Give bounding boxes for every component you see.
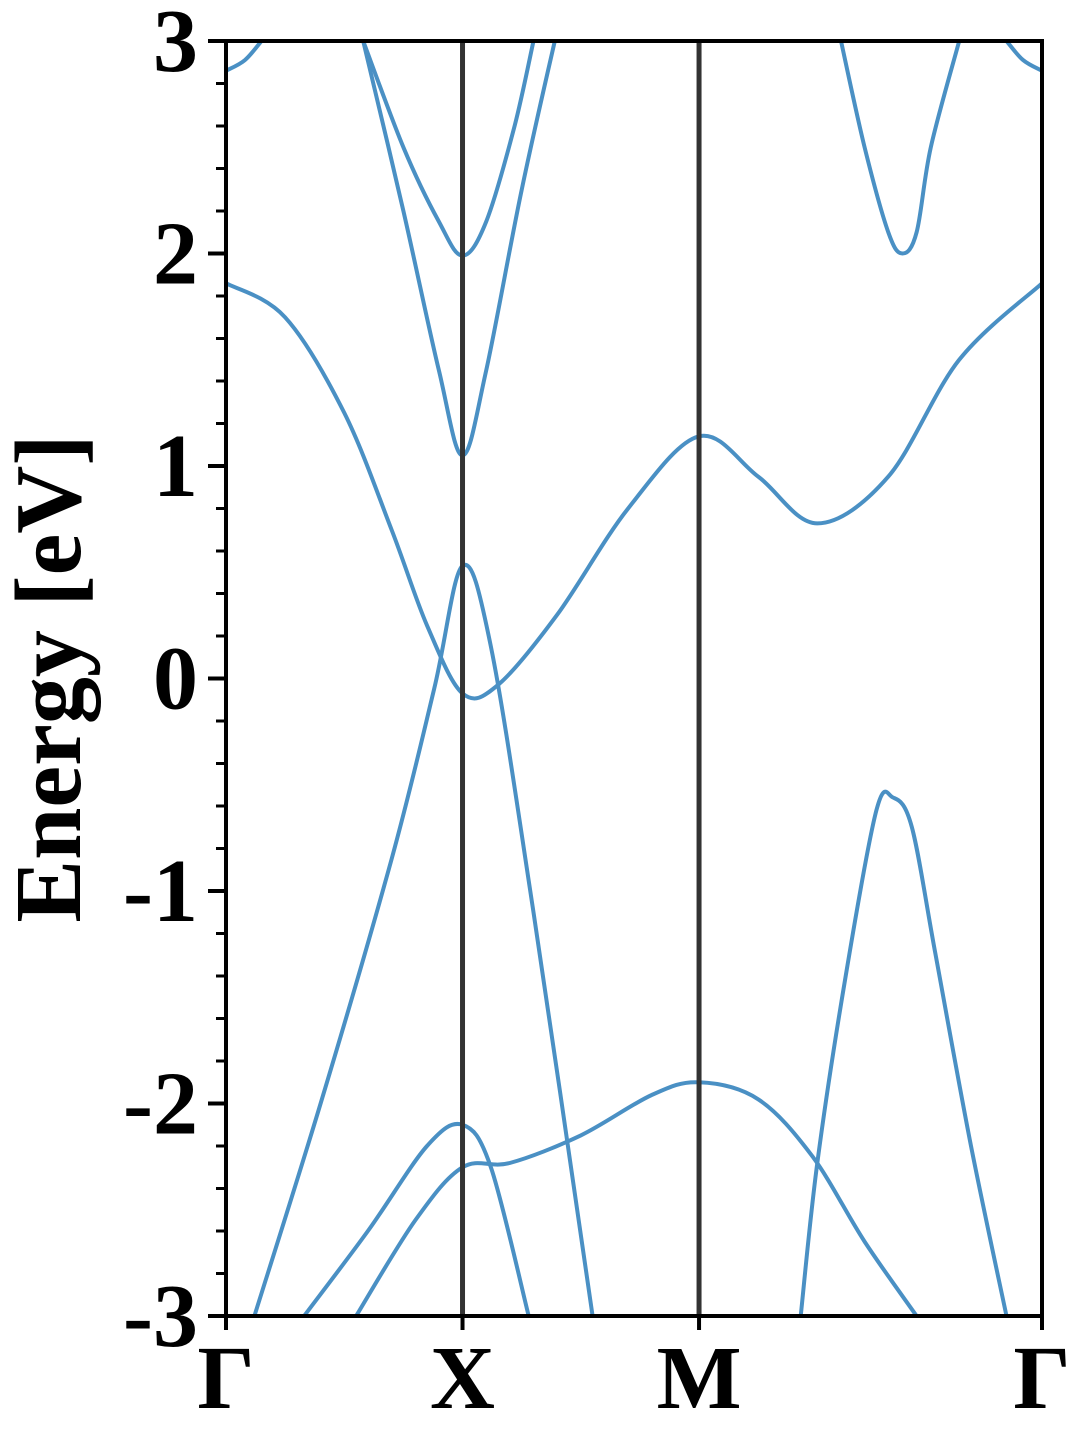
y-tick-label: -3	[123, 1267, 198, 1366]
y-tick-label: 2	[153, 205, 198, 304]
x-tick-label: X	[430, 1329, 495, 1428]
band-line-5	[252, 562, 595, 1316]
x-tick-label: Γ	[1013, 1329, 1070, 1428]
band-line-6	[302, 1121, 531, 1316]
band-line-3	[361, 41, 557, 458]
band-line-7	[354, 1080, 919, 1316]
y-axis-label: Energy [eV]	[0, 434, 101, 922]
y-tick-label: 1	[153, 417, 198, 516]
y-tick-label: 3	[153, 0, 198, 91]
y-tick-label: -2	[123, 1055, 198, 1154]
band-line-10	[1004, 41, 1042, 73]
band-line-4	[226, 281, 1042, 701]
plot-frame	[224, 39, 1044, 1318]
band-line-1	[226, 41, 264, 73]
y-axis-ticks: 3 2 1 0 -1 -2 -3	[123, 0, 226, 1366]
band-line-9	[839, 41, 962, 256]
y-tick-label: -1	[123, 842, 198, 941]
x-tick-label: Γ	[197, 1329, 254, 1428]
x-tick-label: M	[657, 1329, 742, 1428]
band-line-8	[798, 789, 1009, 1316]
y-tick-label: 0	[153, 630, 198, 729]
band-lines	[226, 41, 1042, 1316]
high-symmetry-lines	[460, 41, 702, 1316]
